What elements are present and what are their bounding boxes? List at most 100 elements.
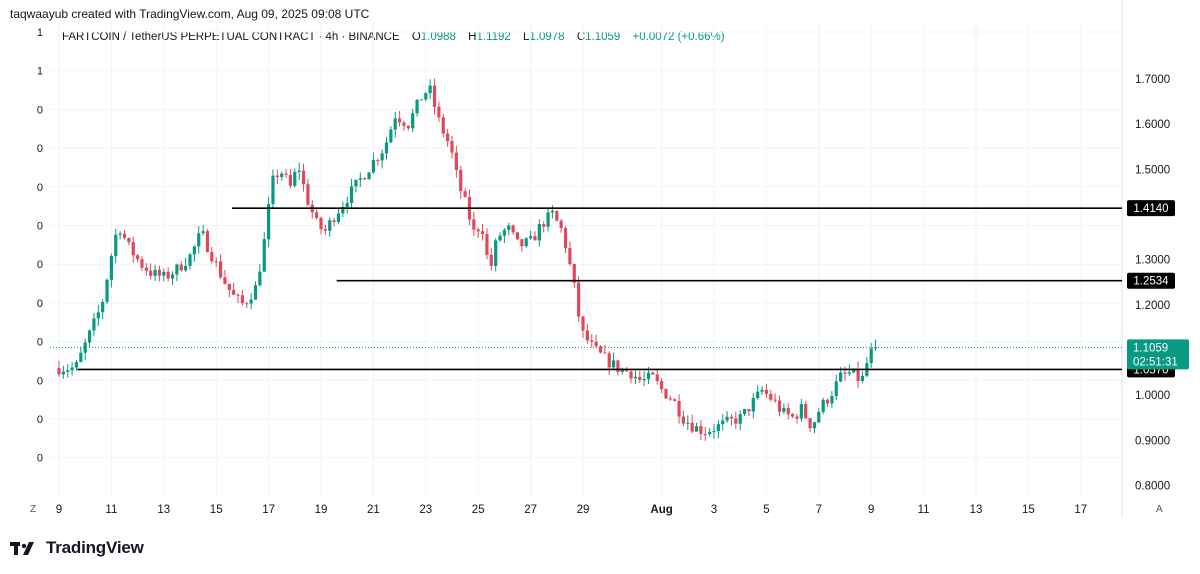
candle-body xyxy=(157,269,162,276)
price-axis-tick[interactable]: 1.6000 xyxy=(1135,119,1170,131)
left-scale-tick: 0 xyxy=(37,104,43,116)
candle-body xyxy=(446,133,450,142)
candle-body xyxy=(502,229,506,236)
price-axis-tick[interactable]: 0.9000 xyxy=(1135,435,1170,447)
candle-body xyxy=(323,229,327,231)
high-label: H xyxy=(468,31,477,43)
left-scale-tick: 0 xyxy=(37,375,43,387)
candle-body xyxy=(716,424,720,432)
level-price-tag xyxy=(1127,200,1175,217)
left-scale-tick: 0 xyxy=(37,337,43,349)
candle-body xyxy=(297,170,301,172)
symbol-title[interactable]: FARTCOIN / TetherUS PERPETUAL CONTRACT ·… xyxy=(62,31,400,43)
candle-body xyxy=(480,231,485,235)
close-value: 1.1059 xyxy=(585,31,621,43)
time-axis-tick[interactable]: 21 xyxy=(367,504,380,516)
candle-body xyxy=(476,229,480,232)
candle-body xyxy=(345,202,349,207)
time-axis-tick[interactable]: 5 xyxy=(763,504,769,516)
candle-body xyxy=(537,224,541,241)
bar-countdown: 02:51:31 xyxy=(1133,356,1178,368)
candle-body xyxy=(144,267,148,271)
candle-body xyxy=(515,232,520,240)
time-axis-tick[interactable]: 9 xyxy=(56,504,62,516)
time-axis-tick[interactable]: 7 xyxy=(816,504,822,516)
candle-body xyxy=(611,360,616,368)
symbol-legend: FARTCOIN / TetherUS PERPETUAL CONTRACT ·… xyxy=(62,31,725,43)
time-axis-tick[interactable]: 13 xyxy=(970,504,983,516)
candle-body xyxy=(92,318,96,331)
candle-body xyxy=(267,204,271,240)
left-scale-tick: 0 xyxy=(37,143,43,155)
price-axis-tick[interactable]: 0.8000 xyxy=(1135,481,1170,493)
time-axis-tick[interactable]: Aug xyxy=(650,504,672,516)
candle-body xyxy=(633,376,637,379)
left-scale-tick: 0 xyxy=(37,298,43,310)
candle-body xyxy=(358,178,362,180)
candle-body xyxy=(773,399,777,401)
price-axis-tick[interactable]: 1.3000 xyxy=(1135,255,1170,267)
time-axis-tick[interactable]: 17 xyxy=(262,504,275,516)
candle-body xyxy=(703,433,707,435)
price-axis-tick[interactable]: 1.7000 xyxy=(1135,74,1170,86)
tradingview-logo[interactable]: TradingView xyxy=(10,538,144,558)
candle-body xyxy=(485,234,489,255)
candle-body xyxy=(839,372,843,382)
horizontal-levels[interactable] xyxy=(50,207,1122,371)
candle-body xyxy=(721,420,725,425)
candle-body xyxy=(218,261,223,278)
candle-body xyxy=(834,381,838,396)
candle-body xyxy=(747,409,751,412)
candle-body xyxy=(756,391,760,399)
candle-body xyxy=(546,212,550,227)
time-axis-tick[interactable]: 13 xyxy=(157,504,170,516)
candle-body xyxy=(258,271,262,286)
level-price-label: 1.2534 xyxy=(1133,276,1169,288)
time-axis-tick[interactable]: 27 xyxy=(524,504,537,516)
price-axis-tick[interactable]: 1.0000 xyxy=(1135,390,1170,402)
candle-body xyxy=(664,388,668,399)
auto-scale-toggle[interactable]: A xyxy=(1156,504,1163,515)
candle-body xyxy=(494,240,498,266)
time-axis-tick[interactable]: 15 xyxy=(210,504,223,516)
candle-body xyxy=(328,220,332,231)
price-axis-tick[interactable]: 1.5000 xyxy=(1135,164,1170,176)
timezone-toggle[interactable]: Z xyxy=(30,504,37,515)
brand-name: TradingView xyxy=(46,538,144,557)
candle-body xyxy=(140,259,144,268)
time-axis-tick[interactable]: 25 xyxy=(472,504,485,516)
candle-body xyxy=(253,285,258,300)
level-price-label: 1.4140 xyxy=(1133,203,1168,215)
candle-body xyxy=(598,346,603,353)
candle-body xyxy=(450,141,454,153)
time-axis-tick[interactable]: 11 xyxy=(918,504,930,516)
candle-body xyxy=(232,289,236,295)
candle-body xyxy=(437,106,441,118)
candle-body xyxy=(550,210,555,213)
candle-body xyxy=(708,431,712,435)
candle-body xyxy=(192,246,196,255)
candle-body xyxy=(795,416,799,419)
candle-body xyxy=(489,254,493,266)
time-axis-tick[interactable]: 29 xyxy=(577,504,590,516)
candle-body xyxy=(520,239,524,247)
time-axis-tick[interactable]: 23 xyxy=(419,504,432,516)
candle-body xyxy=(341,206,345,214)
candle-body xyxy=(393,118,397,130)
time-axis-tick[interactable]: 11 xyxy=(105,504,117,516)
time-axis-tick[interactable]: 17 xyxy=(1074,504,1087,516)
candle-body xyxy=(349,186,354,203)
time-axis[interactable]: 9 11 13 15 17 19 21 23 25 27 29 Aug 3 5 7 9 11 13 15 17 xyxy=(56,504,1087,516)
time-axis-tick[interactable]: 19 xyxy=(315,504,328,516)
price-axis-tick[interactable]: 1.2000 xyxy=(1135,300,1170,312)
time-axis-tick[interactable]: 15 xyxy=(1022,504,1035,516)
candle-body xyxy=(96,312,100,319)
last-price-value: 1.1059 xyxy=(1133,342,1168,354)
time-axis-tick[interactable]: 3 xyxy=(711,504,717,516)
time-axis-tick[interactable]: 9 xyxy=(868,504,874,516)
price-axis[interactable]: 0.8000 0.9000 1.0000 1.2000 1.3000 1.5000 1.60… xyxy=(1135,74,1170,493)
candle-body xyxy=(432,85,437,107)
candle-body xyxy=(376,160,380,162)
candle-body xyxy=(87,330,92,343)
